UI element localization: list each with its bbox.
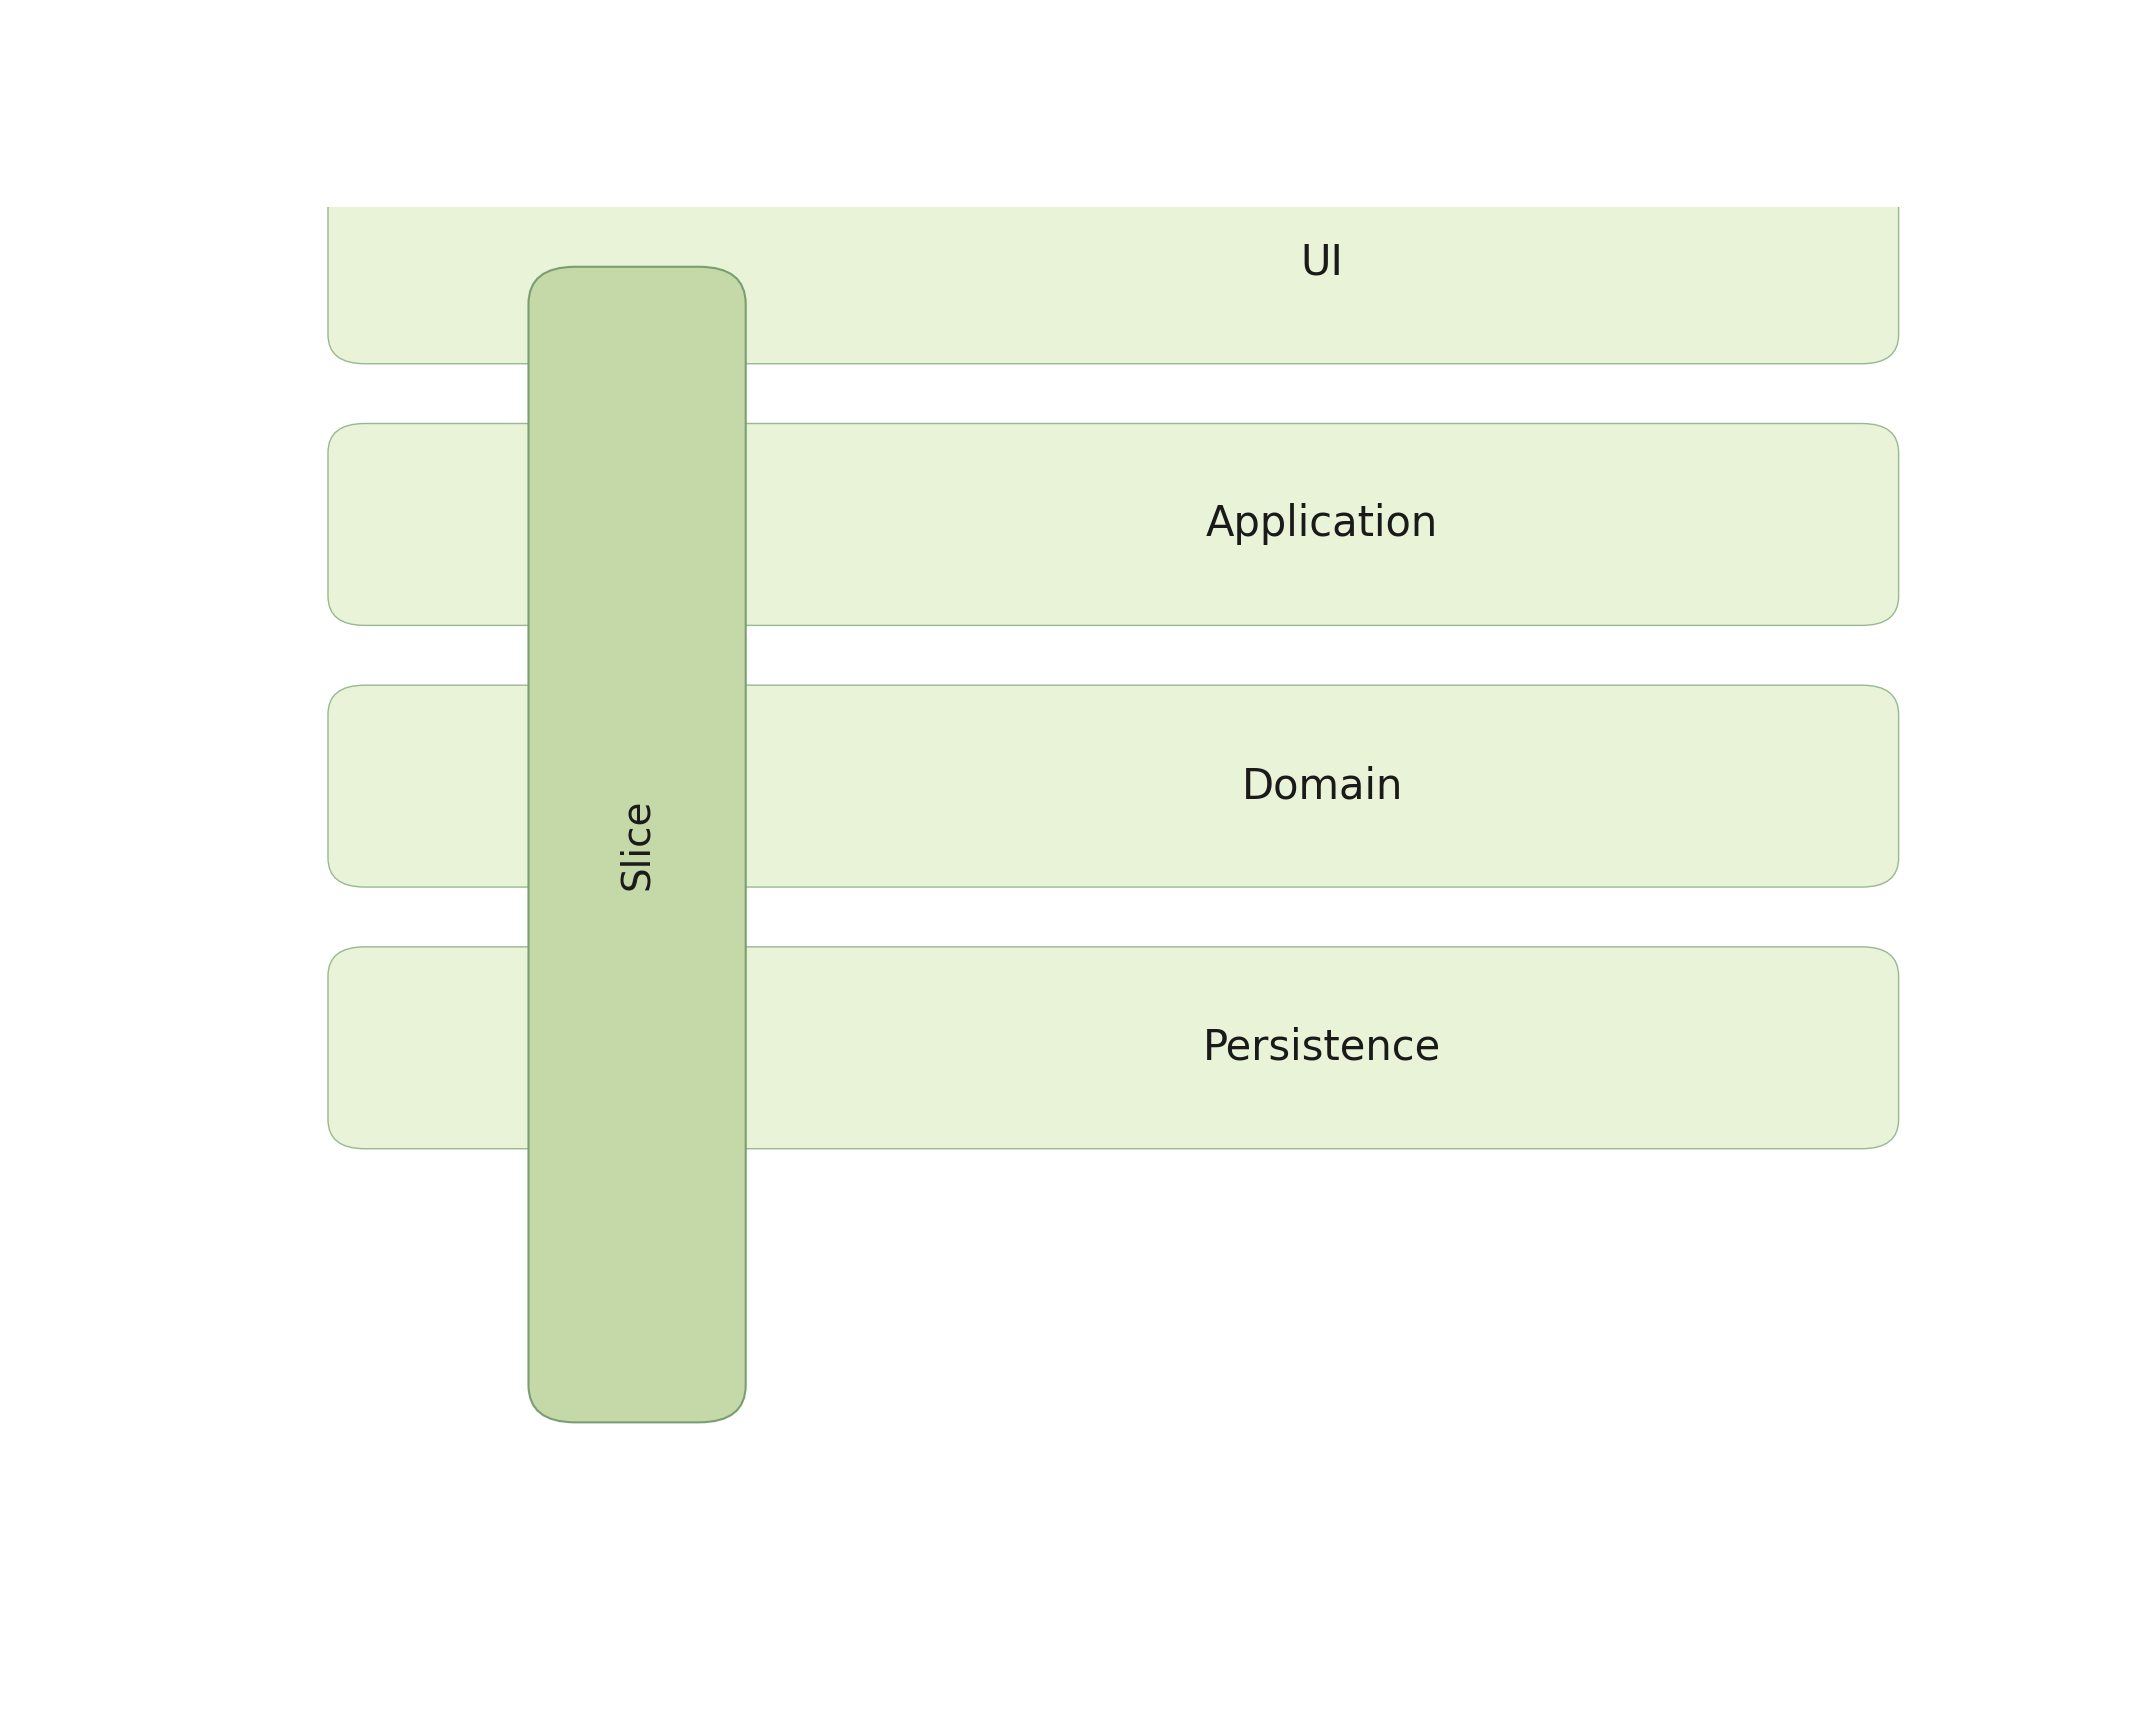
FancyBboxPatch shape — [328, 162, 1899, 364]
Text: UI: UI — [1300, 242, 1343, 285]
FancyBboxPatch shape — [528, 267, 746, 1423]
Text: Application: Application — [1205, 504, 1438, 545]
Text: Slice: Slice — [619, 799, 655, 890]
Text: Persistence: Persistence — [1203, 1026, 1442, 1070]
Text: Domain: Domain — [1242, 766, 1404, 807]
FancyBboxPatch shape — [328, 947, 1899, 1149]
FancyBboxPatch shape — [328, 424, 1899, 626]
FancyBboxPatch shape — [328, 685, 1899, 887]
